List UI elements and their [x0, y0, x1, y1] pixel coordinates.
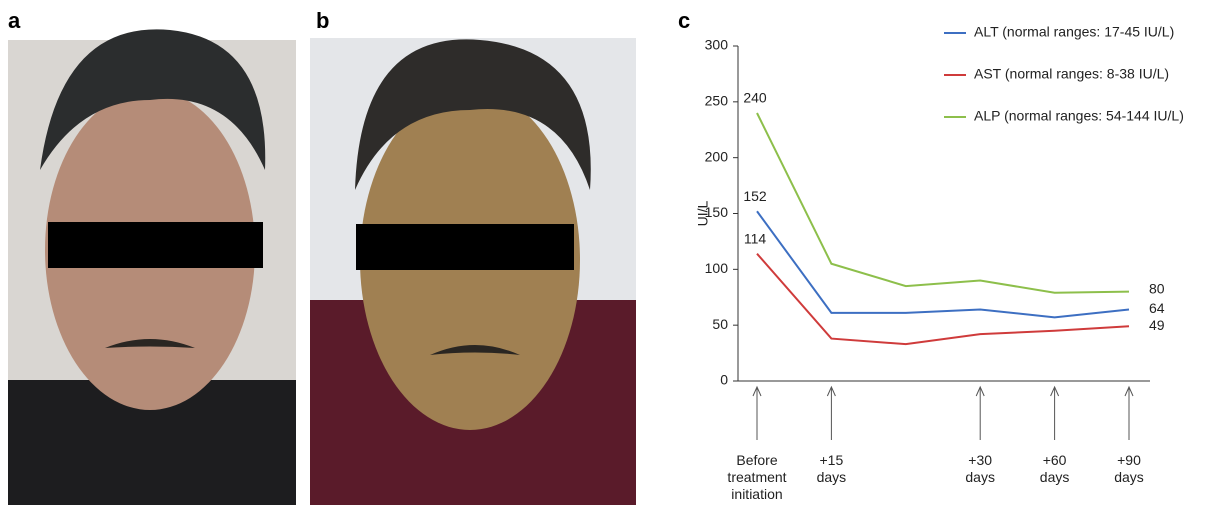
- data-label: 80: [1149, 280, 1165, 296]
- x-tick-label: +60 days: [1040, 452, 1070, 486]
- legend-label: ALT (normal ranges: 17-45 IU/L): [974, 24, 1174, 40]
- y-tick-label: 100: [705, 260, 729, 276]
- panel-label: a: [8, 8, 21, 33]
- legend-label: AST (normal ranges: 8-38 IU/L): [974, 66, 1169, 82]
- y-axis-label: UI/L: [695, 200, 711, 226]
- data-label: 49: [1149, 317, 1165, 333]
- figure: a b c 050100150200250300UI/L15264ALT (no…: [0, 0, 1220, 505]
- y-tick-label: 50: [712, 316, 728, 332]
- x-tick-label: +30 days: [965, 452, 995, 486]
- photo-b: [310, 38, 636, 505]
- x-tick-label: +90 days: [1114, 452, 1144, 486]
- y-tick-label: 300: [705, 37, 729, 53]
- x-tick-label: +15 days: [817, 452, 847, 486]
- data-label: 152: [743, 188, 767, 204]
- legend-label: ALP (normal ranges: 54-144 IU/L): [974, 108, 1184, 124]
- data-label: 240: [743, 90, 767, 106]
- y-tick-label: 250: [705, 93, 729, 109]
- panel-label: b: [316, 8, 329, 33]
- x-tick-label: Before treatment initiation: [727, 452, 786, 503]
- y-tick-label: 0: [720, 372, 728, 388]
- series-line: [757, 254, 1129, 344]
- y-tick-label: 200: [705, 148, 729, 164]
- series-line: [757, 113, 1129, 293]
- data-label: 64: [1149, 300, 1165, 316]
- figure-canvas: a b c 050100150200250300UI/L15264ALT (no…: [0, 0, 1220, 505]
- photo-a: [8, 29, 296, 505]
- data-label: 114: [744, 230, 767, 246]
- panel-label: c: [678, 8, 690, 33]
